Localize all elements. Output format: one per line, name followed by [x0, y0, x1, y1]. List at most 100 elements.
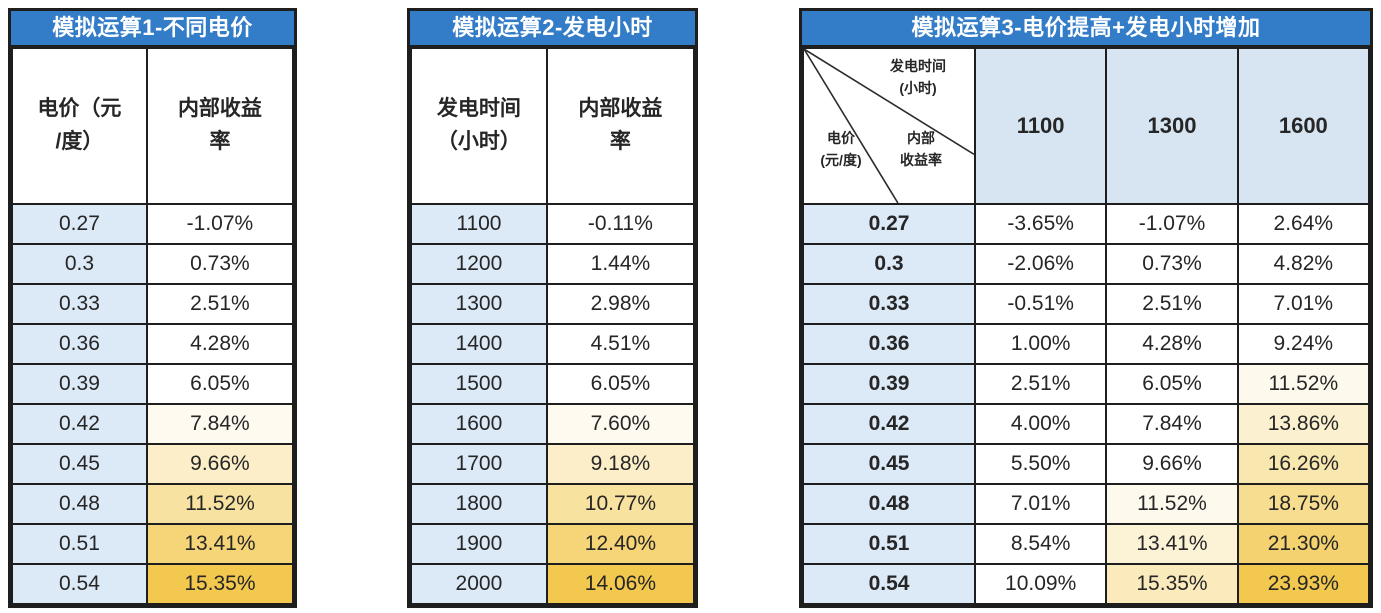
table-row: 0.42 4.00% 7.84% 13.86%	[802, 403, 1371, 445]
table3-column-header-1600: 1600	[1236, 47, 1371, 205]
table-row: 1900 12.40%	[410, 523, 696, 565]
price-cell: 0.51	[802, 523, 976, 565]
price-cell: 0.45	[11, 443, 148, 485]
irr-cell: 21.30%	[1236, 523, 1371, 565]
irr-cell: 7.60%	[545, 403, 696, 445]
irr-cell: -3.65%	[973, 203, 1108, 245]
irr-cell: 23.93%	[1236, 563, 1371, 605]
table-row: 0.54 10.09% 15.35% 23.93%	[802, 563, 1371, 605]
price-cell: 0.27	[11, 203, 148, 245]
table-row: 1800 10.77%	[410, 483, 696, 525]
table2-header-row: 发电时间 （小时） 内部收益 率	[410, 47, 696, 205]
irr-cell: 5.50%	[973, 443, 1108, 485]
irr-cell: 12.40%	[545, 523, 696, 565]
price-cell: 0.39	[11, 363, 148, 405]
table-row: 0.39 2.51% 6.05% 11.52%	[802, 363, 1371, 405]
hours-cell: 1300	[410, 283, 548, 325]
irr-cell: 13.41%	[145, 523, 295, 565]
hours-cell: 2000	[410, 563, 548, 605]
irr-cell: 1.44%	[545, 243, 696, 285]
table-row: 0.51 8.54% 13.41% 21.30%	[802, 523, 1371, 565]
hours-cell: 1900	[410, 523, 548, 565]
table1-irr-column-header-label: 内部收益 率	[177, 97, 262, 153]
hours-cell: 1600	[410, 403, 548, 445]
price-cell: 0.33	[11, 283, 148, 325]
irr-cell: 2.64%	[1236, 203, 1371, 245]
table-row: 1500 6.05%	[410, 363, 696, 405]
corner-irr-label: 内部 收益率	[900, 130, 942, 168]
irr-cell: 9.18%	[545, 443, 696, 485]
irr-cell: -0.51%	[973, 283, 1108, 325]
table-row: 0.51 13.41%	[11, 523, 295, 565]
corner-generation-hours-label: 发电时间 (小时)	[890, 58, 946, 96]
corner-price-label: 电价 (元/度)	[820, 130, 862, 168]
irr-cell: 13.41%	[1105, 523, 1239, 565]
table1-title: 模拟运算1-不同电价	[11, 11, 294, 47]
price-cell: 0.51	[11, 523, 148, 565]
hours-cell: 1800	[410, 483, 548, 525]
irr-cell: 1.00%	[973, 323, 1108, 365]
table-row: 1400 4.51%	[410, 323, 696, 365]
table-row: 0.3 -2.06% 0.73% 4.82%	[802, 243, 1371, 285]
table-row: 1600 7.60%	[410, 403, 696, 445]
price-cell: 0.42	[802, 403, 976, 445]
table3-corner-header-cell: 发电时间 (小时) 电价 (元/度) 内部 收益率	[802, 47, 976, 205]
simulation-table-1: 模拟运算1-不同电价 电价（元 /度） 内部收益 率 0.27 -1.07% 0.3…	[8, 8, 297, 608]
table-row: 0.36 1.00% 4.28% 9.24%	[802, 323, 1371, 365]
table1-price-column-header-label: 电价（元 /度）	[37, 97, 122, 153]
irr-cell: 0.73%	[145, 243, 295, 285]
table3-title: 模拟运算3-电价提高+发电小时增加	[802, 11, 1370, 47]
hours-cell: 1200	[410, 243, 548, 285]
irr-cell: 11.52%	[1105, 483, 1239, 525]
diagonal-divider-lines	[804, 49, 974, 203]
irr-cell: 8.54%	[973, 523, 1108, 565]
price-cell: 0.42	[11, 403, 148, 445]
simulation-table-3: 模拟运算3-电价提高+发电小时增加 发电时间 (小时) 电价 (元/度) 内部 …	[799, 8, 1373, 608]
irr-cell: 10.77%	[545, 483, 696, 525]
table-row: 0.33 -0.51% 2.51% 7.01%	[802, 283, 1371, 325]
table-row: 1100 -0.11%	[410, 203, 696, 245]
irr-cell: -2.06%	[973, 243, 1108, 285]
irr-cell: 7.84%	[1105, 403, 1239, 445]
price-cell: 0.54	[11, 563, 148, 605]
irr-cell: 2.51%	[973, 363, 1108, 405]
irr-cell: 10.09%	[973, 563, 1108, 605]
table2-title: 模拟运算2-发电小时	[410, 11, 695, 47]
irr-cell: 14.06%	[545, 563, 696, 605]
price-cell: 0.33	[802, 283, 976, 325]
table-row: 0.39 6.05%	[11, 363, 295, 405]
table-row: 0.27 -1.07%	[11, 203, 295, 245]
irr-cell: 2.51%	[145, 283, 295, 325]
table1-irr-column-header: 内部收益 率	[145, 47, 295, 205]
price-cell: 0.3	[802, 243, 976, 285]
irr-cell: 2.51%	[1105, 283, 1239, 325]
irr-cell: -1.07%	[1105, 203, 1239, 245]
table3-column-header-1300: 1300	[1105, 47, 1239, 205]
table-row: 0.42 7.84%	[11, 403, 295, 445]
table3-header-row: 发电时间 (小时) 电价 (元/度) 内部 收益率 1100 1300 1600	[802, 47, 1371, 205]
price-cell: 0.45	[802, 443, 976, 485]
table1-header-row: 电价（元 /度） 内部收益 率	[11, 47, 295, 205]
table-row: 1300 2.98%	[410, 283, 696, 325]
table1-price-column-header: 电价（元 /度）	[11, 47, 148, 205]
irr-cell: -0.11%	[545, 203, 696, 245]
irr-cell: 15.35%	[1105, 563, 1239, 605]
table2-hours-column-header-label: 发电时间 （小时）	[436, 97, 521, 153]
price-cell: 0.48	[11, 483, 148, 525]
price-cell: 0.39	[802, 363, 976, 405]
irr-cell: 4.51%	[545, 323, 696, 365]
irr-cell: 4.28%	[145, 323, 295, 365]
irr-cell: 9.66%	[1105, 443, 1239, 485]
table-row: 0.3 0.73%	[11, 243, 295, 285]
simulation-table-2: 模拟运算2-发电小时 发电时间 （小时） 内部收益 率 1100 -0.11% 12…	[407, 8, 698, 608]
table-row: 1200 1.44%	[410, 243, 696, 285]
table-row: 1700 9.18%	[410, 443, 696, 485]
price-cell: 0.27	[802, 203, 976, 245]
table-row: 2000 14.06%	[410, 563, 696, 605]
price-cell: 0.3	[11, 243, 148, 285]
table3-column-header-1100: 1100	[973, 47, 1108, 205]
table-row: 0.45 5.50% 9.66% 16.26%	[802, 443, 1371, 485]
irr-cell: 6.05%	[145, 363, 295, 405]
table-row: 0.48 7.01% 11.52% 18.75%	[802, 483, 1371, 525]
price-cell: 0.54	[802, 563, 976, 605]
